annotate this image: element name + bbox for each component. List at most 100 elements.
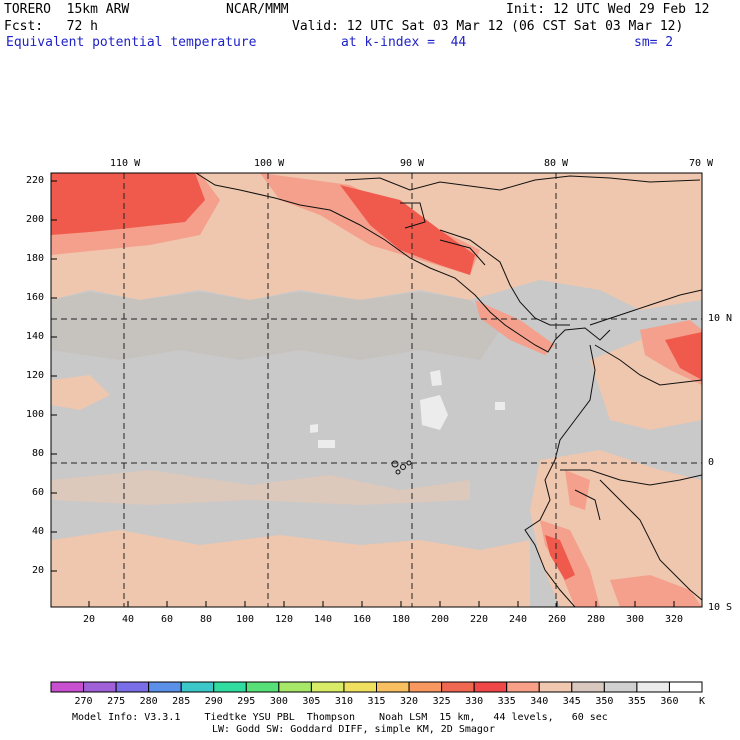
red-guatemala — [340, 185, 475, 275]
colorbar-label: 300 — [269, 696, 288, 707]
lat-label-10s: 10 S — [708, 602, 733, 613]
coast-south-america-west — [524, 344, 596, 607]
border-ecuador — [574, 489, 601, 521]
coastlines — [195, 173, 702, 607]
y-axis-label: 160 — [26, 292, 45, 303]
x-axis-label: 200 — [431, 614, 450, 625]
border-colombia — [594, 344, 702, 386]
colorbar-swatch — [278, 681, 312, 693]
colorbar-label: 345 — [562, 696, 581, 707]
colorbar-label: 295 — [237, 696, 256, 707]
salmon-ecuador — [565, 470, 590, 510]
red-peru — [545, 535, 575, 580]
x-ticks — [88, 601, 675, 607]
peach-west-band — [51, 375, 110, 410]
y-axis-label: 20 — [32, 565, 45, 576]
red-venezuela — [665, 332, 702, 380]
colorbar-swatch — [571, 681, 605, 693]
y-axis-label: 180 — [26, 253, 45, 264]
y-axis-label: 120 — [26, 370, 45, 381]
colorbar-label: 285 — [172, 696, 191, 707]
x-axis-label: 280 — [587, 614, 606, 625]
colorbar-label: 360 — [660, 696, 679, 707]
colorbar-swatch — [148, 681, 182, 693]
colorbar-swatch — [180, 681, 215, 693]
salmon-southeast — [610, 575, 702, 607]
border-peru-brazil — [599, 479, 702, 601]
x-axis-label: 260 — [548, 614, 567, 625]
y-axis-label: 220 — [26, 175, 45, 186]
colorbar-swatch — [83, 681, 117, 693]
lon-label-110w: 110 W — [110, 158, 141, 169]
y-axis-label: 60 — [32, 487, 45, 498]
colorbar-swatch — [115, 681, 150, 693]
footer-line-2: LW: Godd SW: Goddard DIFF, simple KM, 2D… — [212, 724, 495, 735]
peach-mid-band — [51, 470, 470, 505]
x-axis-label: 180 — [392, 614, 411, 625]
colorbar-swatch — [213, 681, 247, 693]
lon-label-100w: 100 W — [254, 158, 285, 169]
coast-south-america-north — [589, 289, 702, 326]
coast-caribbean-central-america — [439, 229, 570, 326]
colorbar-label: 275 — [107, 696, 126, 707]
y-ticks — [51, 180, 57, 572]
lon-label-80w: 80 W — [544, 158, 569, 169]
white-patch-2 — [430, 370, 442, 386]
colorbar-label: 310 — [334, 696, 353, 707]
y-axis-label: 40 — [32, 526, 45, 537]
colorbar-label: 325 — [432, 696, 451, 707]
colorbar-label: 335 — [497, 696, 516, 707]
center-name: NCAR/MMM — [226, 2, 289, 17]
colorbar-label: K — [698, 696, 706, 707]
colorbar-label: 305 — [302, 696, 321, 707]
colorbar-label: 350 — [595, 696, 614, 707]
peach-band-south — [51, 530, 530, 607]
footer-line-1: Model Info: V3.3.1 Tiedtke YSU PBL Thomp… — [72, 712, 608, 723]
colorbar-swatch — [408, 681, 443, 693]
colorbar-swatch — [343, 681, 378, 693]
colorbar-swatch — [50, 681, 85, 693]
salmon-costa-rica — [475, 300, 555, 355]
border-guatemala — [400, 202, 426, 229]
border-peru-ecuador — [560, 469, 702, 486]
colorbar-label: 315 — [367, 696, 386, 707]
theta-e-field — [51, 173, 702, 607]
colorbar-swatch — [668, 681, 703, 693]
x-axis-label: 80 — [200, 614, 213, 625]
border-honduras — [439, 239, 486, 266]
field-name: Equivalent potential temperature — [6, 35, 257, 50]
x-axis-label: 120 — [275, 614, 294, 625]
init-time: Init: 12 UTC Wed 29 Feb 12 — [506, 2, 710, 17]
lon-label-70w: 70 W — [689, 158, 714, 169]
valid-time: Valid: 12 UTC Sat 03 Mar 12 (06 CST Sat … — [292, 19, 684, 34]
lat-label-10n: 10 N — [708, 313, 733, 324]
x-axis-label: 160 — [353, 614, 372, 625]
white-patch-5 — [318, 440, 335, 448]
lon-label-90w: 90 W — [400, 158, 425, 169]
colorbar-label: 340 — [530, 696, 549, 707]
x-axis-label: 140 — [314, 614, 333, 625]
colorbar-swatch — [441, 681, 475, 693]
x-axis-label: 220 — [470, 614, 489, 625]
white-patch-4 — [495, 402, 505, 410]
colorbar-swatch — [245, 681, 280, 693]
colorbar-swatch — [603, 681, 638, 693]
model-title: TORERO 15km ARW — [4, 2, 130, 17]
x-axis-label: 300 — [626, 614, 645, 625]
colorbar-label: 290 — [204, 696, 223, 707]
lat-label-0: 0 — [708, 457, 715, 468]
colorbar-label: 280 — [139, 696, 158, 707]
white-patch-1 — [420, 395, 448, 430]
x-axis-label: 320 — [665, 614, 684, 625]
coast-mexico-central-america — [195, 173, 611, 353]
graticule — [51, 173, 702, 607]
plot-frame — [50, 172, 703, 608]
x-axis-label: 240 — [509, 614, 528, 625]
colorbar-swatch — [310, 681, 345, 693]
x-axis-label: 20 — [83, 614, 96, 625]
smoothing: sm= 2 — [634, 35, 674, 50]
forecast-hour: Fcst: 72 h — [4, 19, 98, 34]
colorbar-swatch — [376, 681, 410, 693]
colorbar-label: 355 — [627, 696, 646, 707]
y-axis-label: 80 — [32, 448, 45, 459]
